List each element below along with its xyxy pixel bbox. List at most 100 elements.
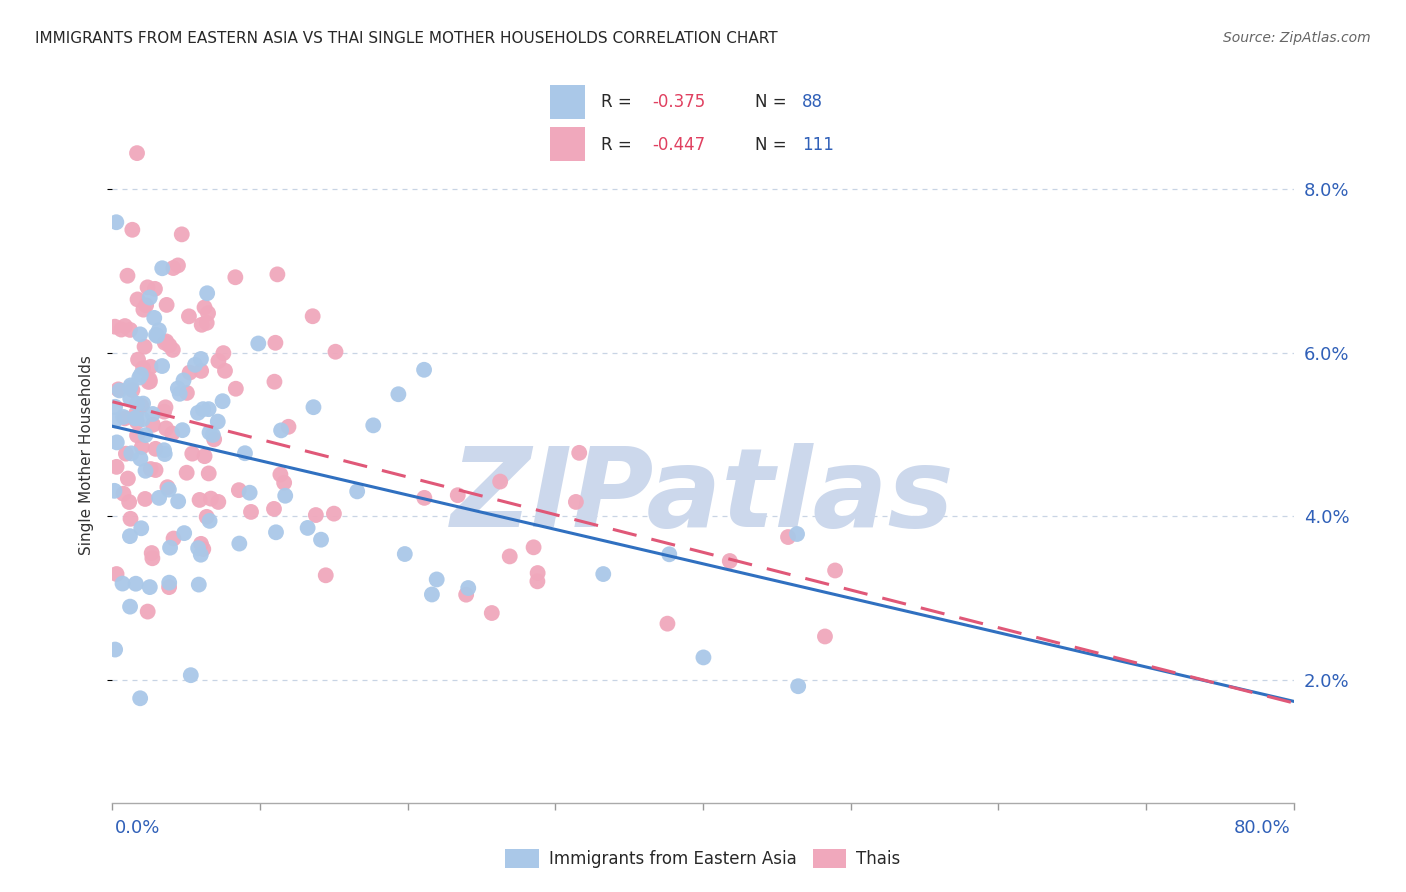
Point xyxy=(277,419,299,434)
Point xyxy=(155,401,177,415)
Point xyxy=(156,480,179,494)
Point xyxy=(228,536,250,550)
Text: N =: N = xyxy=(755,93,792,111)
Point xyxy=(413,363,436,377)
Point xyxy=(692,650,714,665)
Point xyxy=(305,508,328,522)
Point xyxy=(325,344,347,359)
Point xyxy=(120,446,142,460)
Bar xyxy=(550,85,585,119)
Point xyxy=(132,396,155,410)
Text: 88: 88 xyxy=(801,93,823,111)
Point xyxy=(191,402,214,417)
Point xyxy=(115,447,138,461)
Point xyxy=(148,323,170,337)
Point xyxy=(162,532,184,546)
Point xyxy=(309,533,332,547)
Point xyxy=(273,475,295,490)
Point xyxy=(139,291,162,305)
Point xyxy=(139,375,162,389)
Point xyxy=(157,338,180,352)
Y-axis label: Single Mother Households: Single Mother Households xyxy=(79,355,94,555)
Text: IMMIGRANTS FROM EASTERN ASIA VS THAI SINGLE MOTHER HOUSEHOLDS CORRELATION CHART: IMMIGRANTS FROM EASTERN ASIA VS THAI SIN… xyxy=(35,31,778,46)
Point xyxy=(526,566,548,580)
Point xyxy=(247,336,270,351)
Point xyxy=(269,467,291,482)
Point xyxy=(177,310,200,324)
Point xyxy=(190,548,212,562)
Point xyxy=(184,358,207,372)
Point xyxy=(121,223,143,237)
Point xyxy=(181,447,204,461)
Point xyxy=(114,411,136,425)
Point xyxy=(447,488,470,502)
Point xyxy=(170,227,193,242)
Point xyxy=(104,642,127,657)
Text: 80.0%: 80.0% xyxy=(1234,819,1291,837)
Point xyxy=(145,327,167,342)
Point xyxy=(145,442,167,456)
Point xyxy=(139,359,162,374)
Point xyxy=(138,375,160,389)
Point xyxy=(157,483,180,497)
Point xyxy=(346,484,368,499)
Point xyxy=(195,316,218,330)
Point xyxy=(193,449,215,463)
Point xyxy=(127,352,149,367)
Text: -0.375: -0.375 xyxy=(652,93,706,111)
Point xyxy=(426,573,449,587)
Point xyxy=(141,546,163,560)
Point xyxy=(190,537,212,551)
Point xyxy=(145,463,167,477)
Point xyxy=(134,491,156,506)
Point xyxy=(190,351,212,366)
Point xyxy=(394,547,416,561)
Point xyxy=(297,521,319,535)
Point xyxy=(118,529,141,543)
Point xyxy=(207,415,229,429)
Point xyxy=(105,435,128,450)
Point xyxy=(718,554,741,568)
Point xyxy=(135,428,157,442)
Point xyxy=(179,366,201,380)
Point xyxy=(125,576,148,591)
Point xyxy=(143,282,166,296)
Point xyxy=(193,301,215,315)
Point xyxy=(103,483,125,498)
Point xyxy=(139,580,162,594)
Point xyxy=(124,411,146,425)
Point xyxy=(129,451,152,466)
Point xyxy=(240,505,263,519)
Point xyxy=(195,509,218,524)
Point xyxy=(190,318,212,332)
Point xyxy=(128,370,150,384)
Point xyxy=(105,567,128,582)
Point xyxy=(136,280,159,294)
Point xyxy=(786,527,808,541)
Point xyxy=(361,418,384,433)
Point xyxy=(565,495,588,509)
Point xyxy=(162,343,184,357)
Point xyxy=(131,440,153,454)
Point xyxy=(125,415,148,429)
Point xyxy=(125,411,148,425)
Point xyxy=(239,485,262,500)
Point xyxy=(413,491,436,505)
Point xyxy=(814,630,837,644)
Point xyxy=(824,564,846,578)
Point xyxy=(176,385,198,400)
Point xyxy=(121,383,143,397)
Point xyxy=(233,446,256,460)
Point xyxy=(142,407,165,421)
Point xyxy=(148,491,170,505)
Point xyxy=(120,381,142,395)
Point xyxy=(134,464,156,478)
Point xyxy=(456,588,478,602)
Point xyxy=(120,378,142,392)
Point xyxy=(112,487,135,501)
Point xyxy=(224,270,246,285)
Point xyxy=(131,399,153,413)
Point xyxy=(127,293,149,307)
Point xyxy=(143,310,166,325)
Point xyxy=(657,616,679,631)
